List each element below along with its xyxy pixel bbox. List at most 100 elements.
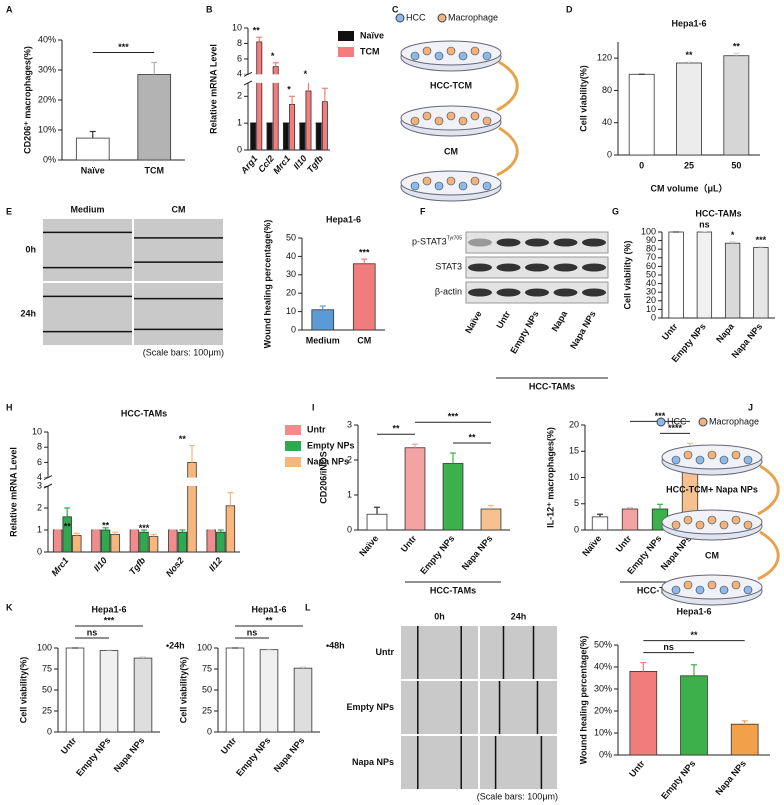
column-label: 0h — [434, 611, 445, 621]
legend-swatch — [338, 47, 354, 57]
arrow — [757, 530, 780, 581]
blot-band — [582, 263, 606, 272]
bar — [315, 122, 322, 151]
panel-letter: A — [6, 4, 13, 14]
bar — [628, 73, 655, 156]
blot-band — [553, 263, 578, 272]
panel-letter: H — [6, 402, 13, 412]
y-tick-label: 80 — [646, 244, 656, 254]
y-tick-label: 15 — [569, 446, 579, 456]
cell — [743, 585, 753, 595]
bar — [206, 529, 216, 553]
y-tick-label: 10% — [594, 727, 612, 737]
legend-cell — [395, 13, 405, 23]
bar — [352, 263, 376, 331]
cell — [731, 515, 741, 525]
legend-swatch — [285, 425, 301, 435]
x-tick-label: Il10 — [92, 555, 109, 573]
legend-label: HCC — [406, 12, 426, 22]
cell — [470, 111, 480, 121]
blot-band — [468, 263, 492, 272]
y-axis-label: Cell viability(%) — [578, 65, 588, 132]
significance-label: * — [731, 230, 735, 240]
bar — [404, 447, 426, 531]
y-tick-label: 20% — [594, 705, 612, 715]
group-label: HCC-TAMs — [637, 585, 683, 595]
y-axis-label: Wound healing percentage(%) — [578, 636, 588, 765]
x-tick-label: Untr — [59, 735, 79, 756]
y-tick-label: 10 — [232, 22, 242, 32]
bar — [148, 536, 159, 553]
significance-label: * — [271, 51, 275, 61]
legend-label: Untr — [307, 424, 326, 434]
x-tick-label: Empty NPs — [234, 735, 272, 778]
significance-label: ** — [102, 521, 110, 531]
panel-letter: D — [566, 4, 573, 14]
cell — [683, 580, 693, 590]
significance-label: ns — [247, 627, 258, 637]
y-tick-label: 40 — [646, 278, 656, 288]
significance-label: ns — [87, 627, 98, 637]
bar — [621, 508, 639, 531]
cell — [458, 181, 468, 191]
x-tick-label: Napa — [714, 321, 736, 345]
x-tick-label: Nos2 — [164, 555, 186, 578]
bar — [52, 529, 63, 553]
y-axis-label: CD206⁺ macrophages(%) — [22, 46, 32, 154]
cell — [695, 520, 705, 530]
cell — [470, 46, 480, 56]
legend-label: Napa NPs — [307, 456, 349, 466]
bar — [366, 513, 388, 531]
cell — [470, 176, 480, 186]
y-axis-label: Wound healing percentage(%) — [262, 220, 272, 349]
legend-cell — [656, 417, 666, 427]
bar — [168, 529, 178, 553]
cell — [683, 515, 693, 525]
cell — [695, 455, 705, 465]
y-tick-label: 10 — [569, 472, 579, 482]
micrograph — [401, 736, 478, 789]
significance-label: ** — [265, 615, 273, 625]
row-label: Empty NPs — [346, 702, 394, 712]
y-tick-label: 30 — [646, 287, 656, 297]
panel-letter: I — [312, 402, 315, 412]
legend-label: Naïve — [360, 30, 384, 40]
lane-label: Untr — [494, 309, 512, 330]
cell — [482, 51, 492, 61]
significance-label: *** — [359, 248, 370, 258]
legend-label: Macrophage — [709, 416, 759, 426]
x-tick-label: Untr — [627, 758, 647, 779]
y-axis-label: Relative mRNA Level — [8, 447, 18, 537]
blot-band — [468, 238, 492, 247]
scale-note: (Scale bars: 100μm) — [477, 791, 558, 801]
y-tick-label: 20% — [38, 94, 56, 104]
cell — [410, 181, 420, 191]
band-sup: Tyr705 — [447, 236, 463, 242]
band-name: p-STAT3 — [412, 237, 447, 247]
bar — [100, 529, 111, 553]
bar — [225, 647, 245, 733]
bar — [480, 508, 502, 531]
x-tick-label: Medium — [306, 335, 340, 345]
blot-band — [553, 238, 578, 247]
panel-letter: E — [6, 206, 12, 216]
y-tick-label: 8 — [237, 38, 242, 48]
chart-title: HCC-TAMs — [121, 408, 167, 418]
blot-band — [496, 238, 521, 247]
x-tick-label: Empty NPs — [659, 758, 697, 801]
bar — [724, 242, 741, 319]
bar — [72, 535, 82, 553]
blot-band — [582, 238, 606, 247]
chart-title: Hepa1-6 — [251, 604, 286, 614]
micrograph — [480, 626, 557, 679]
lane-label: Napa — [550, 308, 570, 333]
band-label: β-actin — [435, 287, 462, 297]
x-tick-label: 25 — [684, 160, 694, 170]
cell — [707, 580, 717, 590]
micrograph — [43, 219, 132, 281]
arrow — [496, 126, 519, 177]
lane-label: Empty NPs — [508, 309, 540, 355]
y-tick-label: 8 — [37, 442, 42, 452]
x-tick-label: Napa NPs — [460, 533, 495, 572]
break-mark — [243, 80, 253, 86]
